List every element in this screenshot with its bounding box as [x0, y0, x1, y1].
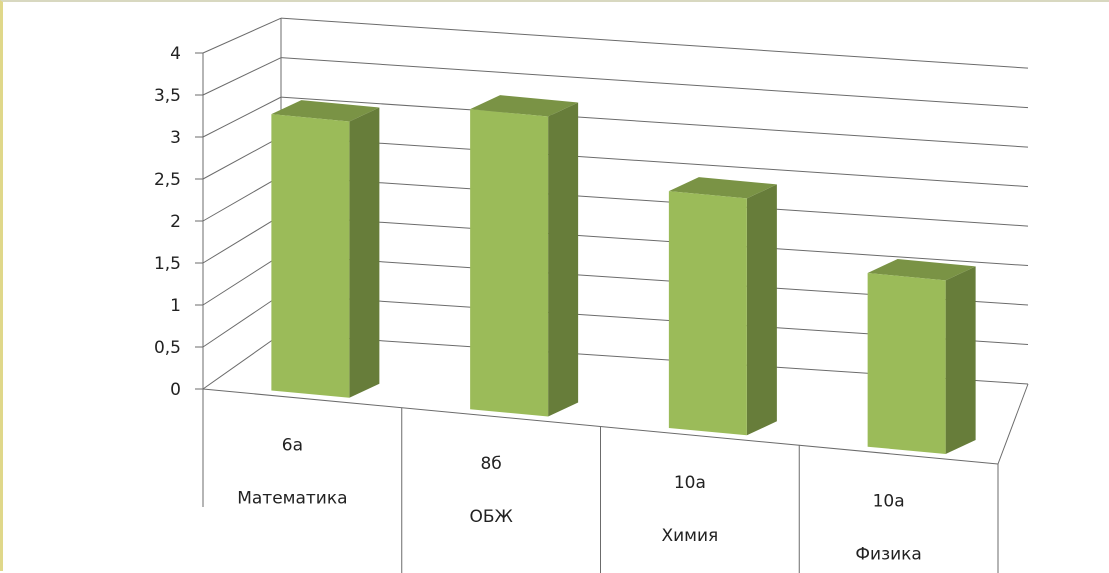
left-wall-gridline — [202, 17, 282, 54]
left-wall-gridline — [202, 215, 282, 264]
bar — [271, 114, 350, 398]
bar — [668, 191, 747, 436]
y-tick-label: 0 — [170, 380, 181, 400]
x-tick-label: 8б — [480, 454, 501, 474]
back-wall-gridline — [280, 57, 1029, 109]
bar-side — [945, 266, 976, 455]
left-wall-gridline — [202, 57, 282, 96]
back-wall-gridline — [280, 96, 1029, 148]
bar-side — [548, 102, 579, 417]
bar — [867, 272, 946, 455]
bar-chart-3d: 0 0,5 1 1,5 2 2,5 3 3,5 4 6а Математика 8б ОБЖ 10а Хим… — [154, 17, 1029, 573]
left-wall-gridline — [202, 254, 282, 306]
y-tick-label: 2,5 — [154, 170, 181, 190]
x-tick-label: 6а — [282, 435, 303, 455]
back-wall-gridline — [280, 17, 1029, 69]
x-tick-sublabel: Физика — [855, 545, 921, 565]
x-tick-label: 10а — [674, 473, 706, 493]
back-wall-gridline — [280, 175, 1029, 227]
y-tick-label: 3,5 — [154, 86, 181, 106]
y-tick-label: 1 — [170, 296, 181, 316]
y-tick-label: 3 — [170, 128, 181, 148]
back-wall-gridline — [280, 215, 1029, 267]
bar-top — [867, 258, 976, 281]
bar-top — [668, 177, 777, 199]
x-tick-label: 10а — [873, 492, 905, 512]
bar-top — [271, 100, 380, 122]
left-wall-gridline — [202, 136, 282, 180]
left-wall-gridline — [202, 175, 282, 222]
left-wall-gridline — [202, 333, 282, 390]
left-wall-gridline — [202, 294, 282, 348]
left-wall-gridline — [202, 96, 282, 138]
bar — [470, 109, 549, 417]
y-tick-label: 0,5 — [154, 338, 181, 358]
y-tick-label: 4 — [170, 44, 181, 64]
bar-side — [746, 184, 777, 436]
bar-side — [349, 107, 380, 398]
floor-right-edge — [997, 383, 1029, 465]
x-tick-sublabel: Химия — [661, 526, 718, 546]
back-wall-gridline — [280, 136, 1029, 188]
x-tick-sublabel: ОБЖ — [469, 507, 512, 527]
y-tick-label: 1,5 — [154, 254, 181, 274]
bar-top — [470, 95, 579, 117]
x-tick-sublabel: Математика — [237, 488, 347, 508]
y-tick-label: 2 — [170, 212, 181, 232]
